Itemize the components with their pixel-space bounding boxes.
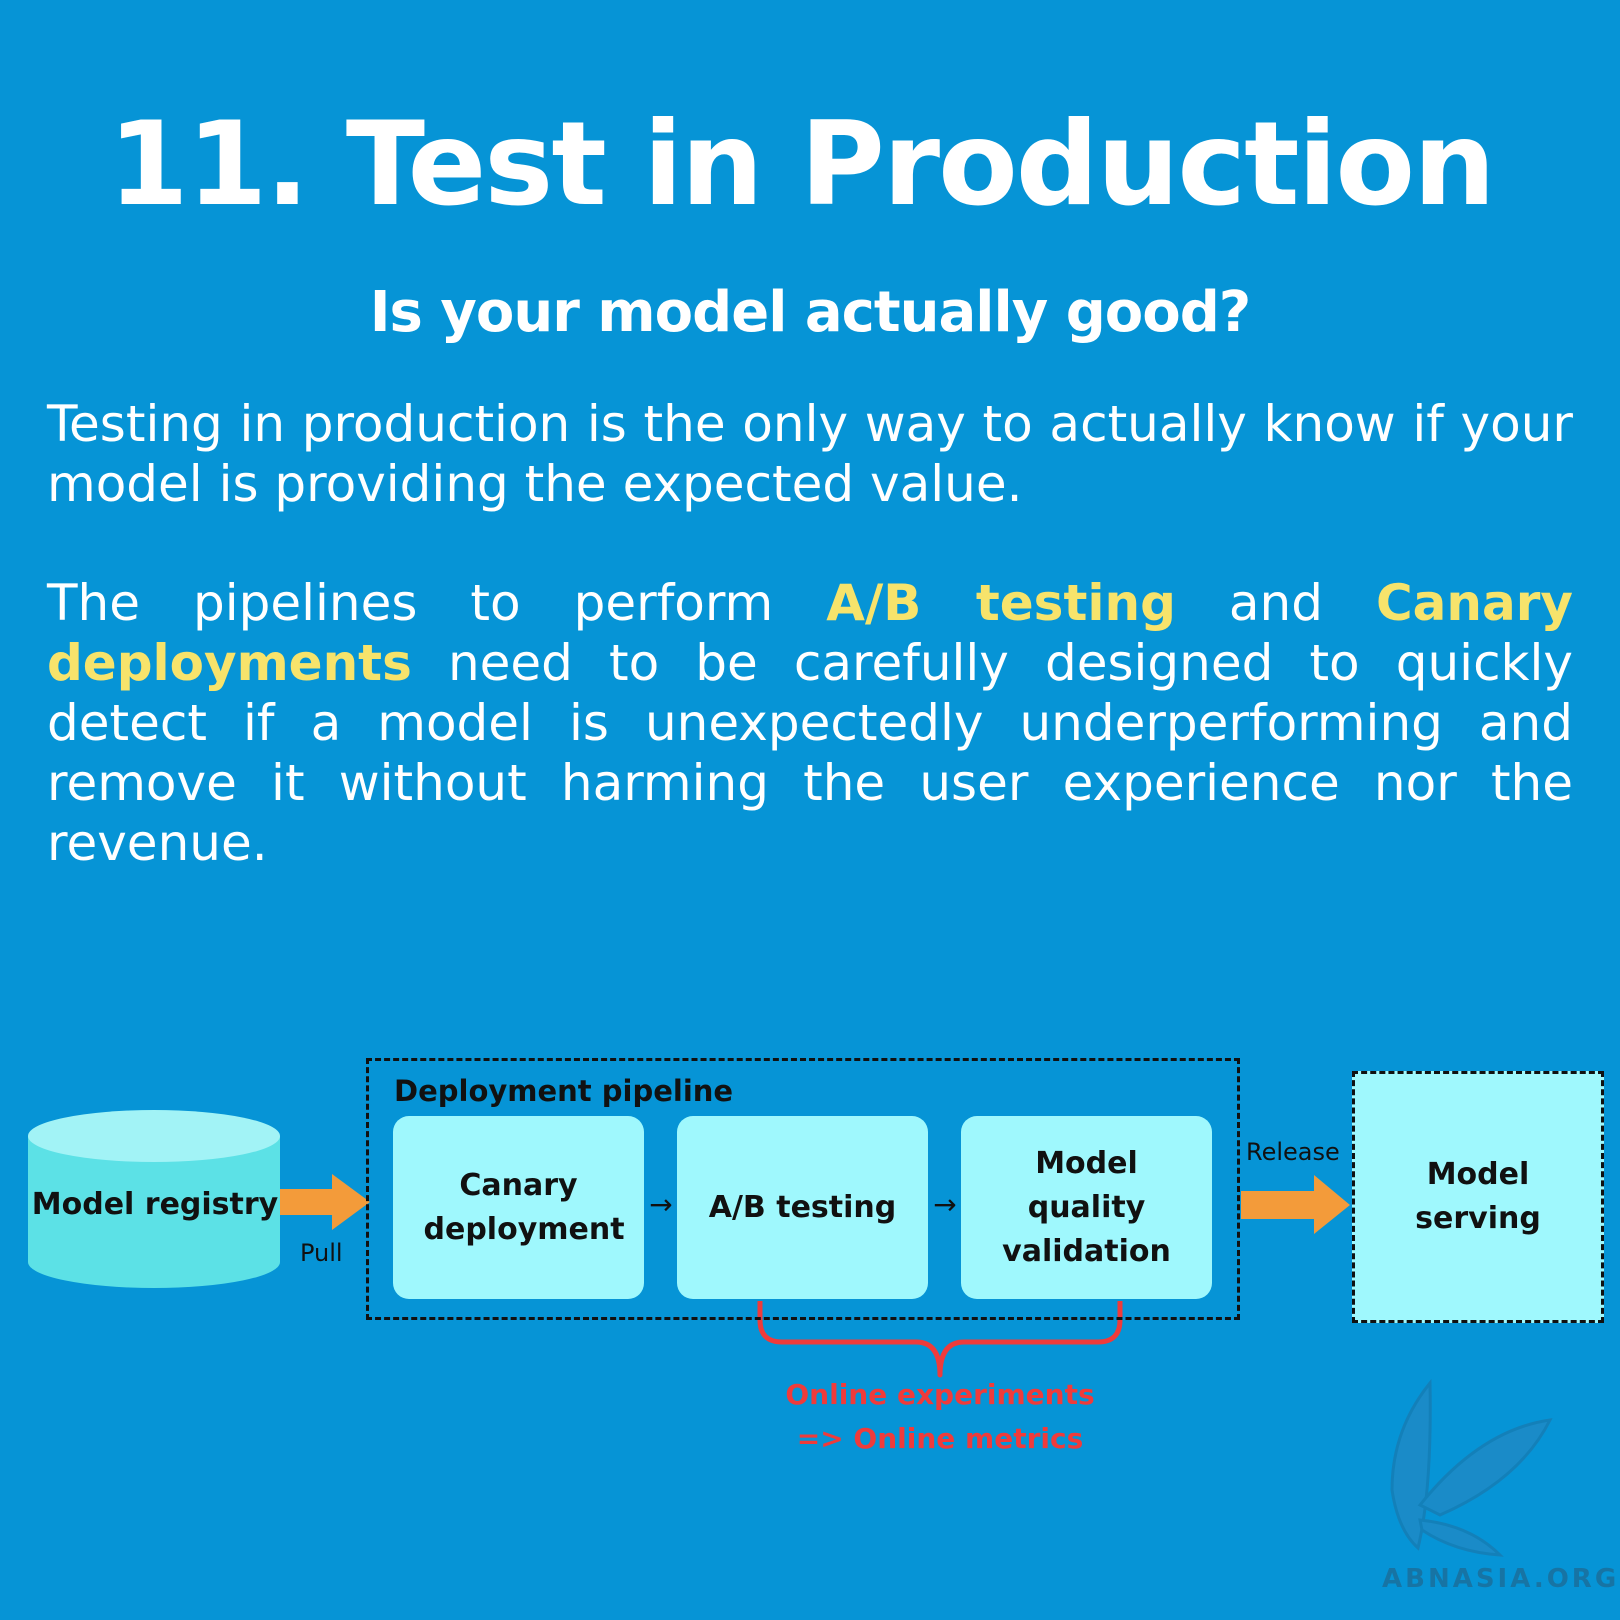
page-title: 11. Test in Production [108,97,1496,232]
deployment-pipeline-label: Deployment pipeline [394,1074,734,1108]
model-serving-label: Model serving [1415,1157,1541,1236]
release-arrow [1241,1175,1350,1234]
stage-arrow: → [933,1188,957,1221]
page-subtitle: Is your model actually good? [369,280,1252,345]
highlight-ab-testing: A/B testing [826,574,1176,632]
butterfly-icon [1390,1378,1553,1557]
online-experiments-brace [757,1301,1123,1378]
site-logo-text: ABNASIA.ORG [1382,1564,1620,1594]
release-label: Release [1246,1138,1340,1166]
online-line-1: Online experiments [785,1378,1095,1411]
pipeline-paragraph: The pipelines to perform A/B testing and… [47,573,1573,873]
paragraph-text: need to be carefully designed to quickly… [47,634,1573,872]
online-line-2: => Online metrics [796,1422,1084,1455]
intro-paragraph: Testing in production is the only way to… [47,395,1573,513]
stage-model-quality-validation: Model quality validation [961,1116,1212,1299]
online-experiments-label: Online experiments => Online metrics [740,1373,1140,1461]
model-registry-label: Model registry [31,1187,279,1222]
stage-canary-deployment: Canary deployment [393,1116,644,1299]
deployment-pipeline-box [366,1058,1240,1320]
model-registry-cylinder [28,1110,280,1288]
model-serving-box: Model serving [1352,1071,1604,1323]
pull-arrow [280,1174,370,1230]
stage-ab-testing: A/B testing [677,1116,928,1299]
paragraph-text: and [1175,574,1376,632]
stage-label: A/B testing [708,1189,897,1225]
stage-arrow: → [649,1188,673,1221]
stage-label: Model quality validation [1002,1145,1171,1269]
stage-label: Canary deployment [423,1167,625,1247]
paragraph-text: The pipelines to perform [47,574,827,632]
pull-label: Pull [300,1239,343,1267]
highlight-canary-deployments: Canary deployments [47,574,1573,692]
